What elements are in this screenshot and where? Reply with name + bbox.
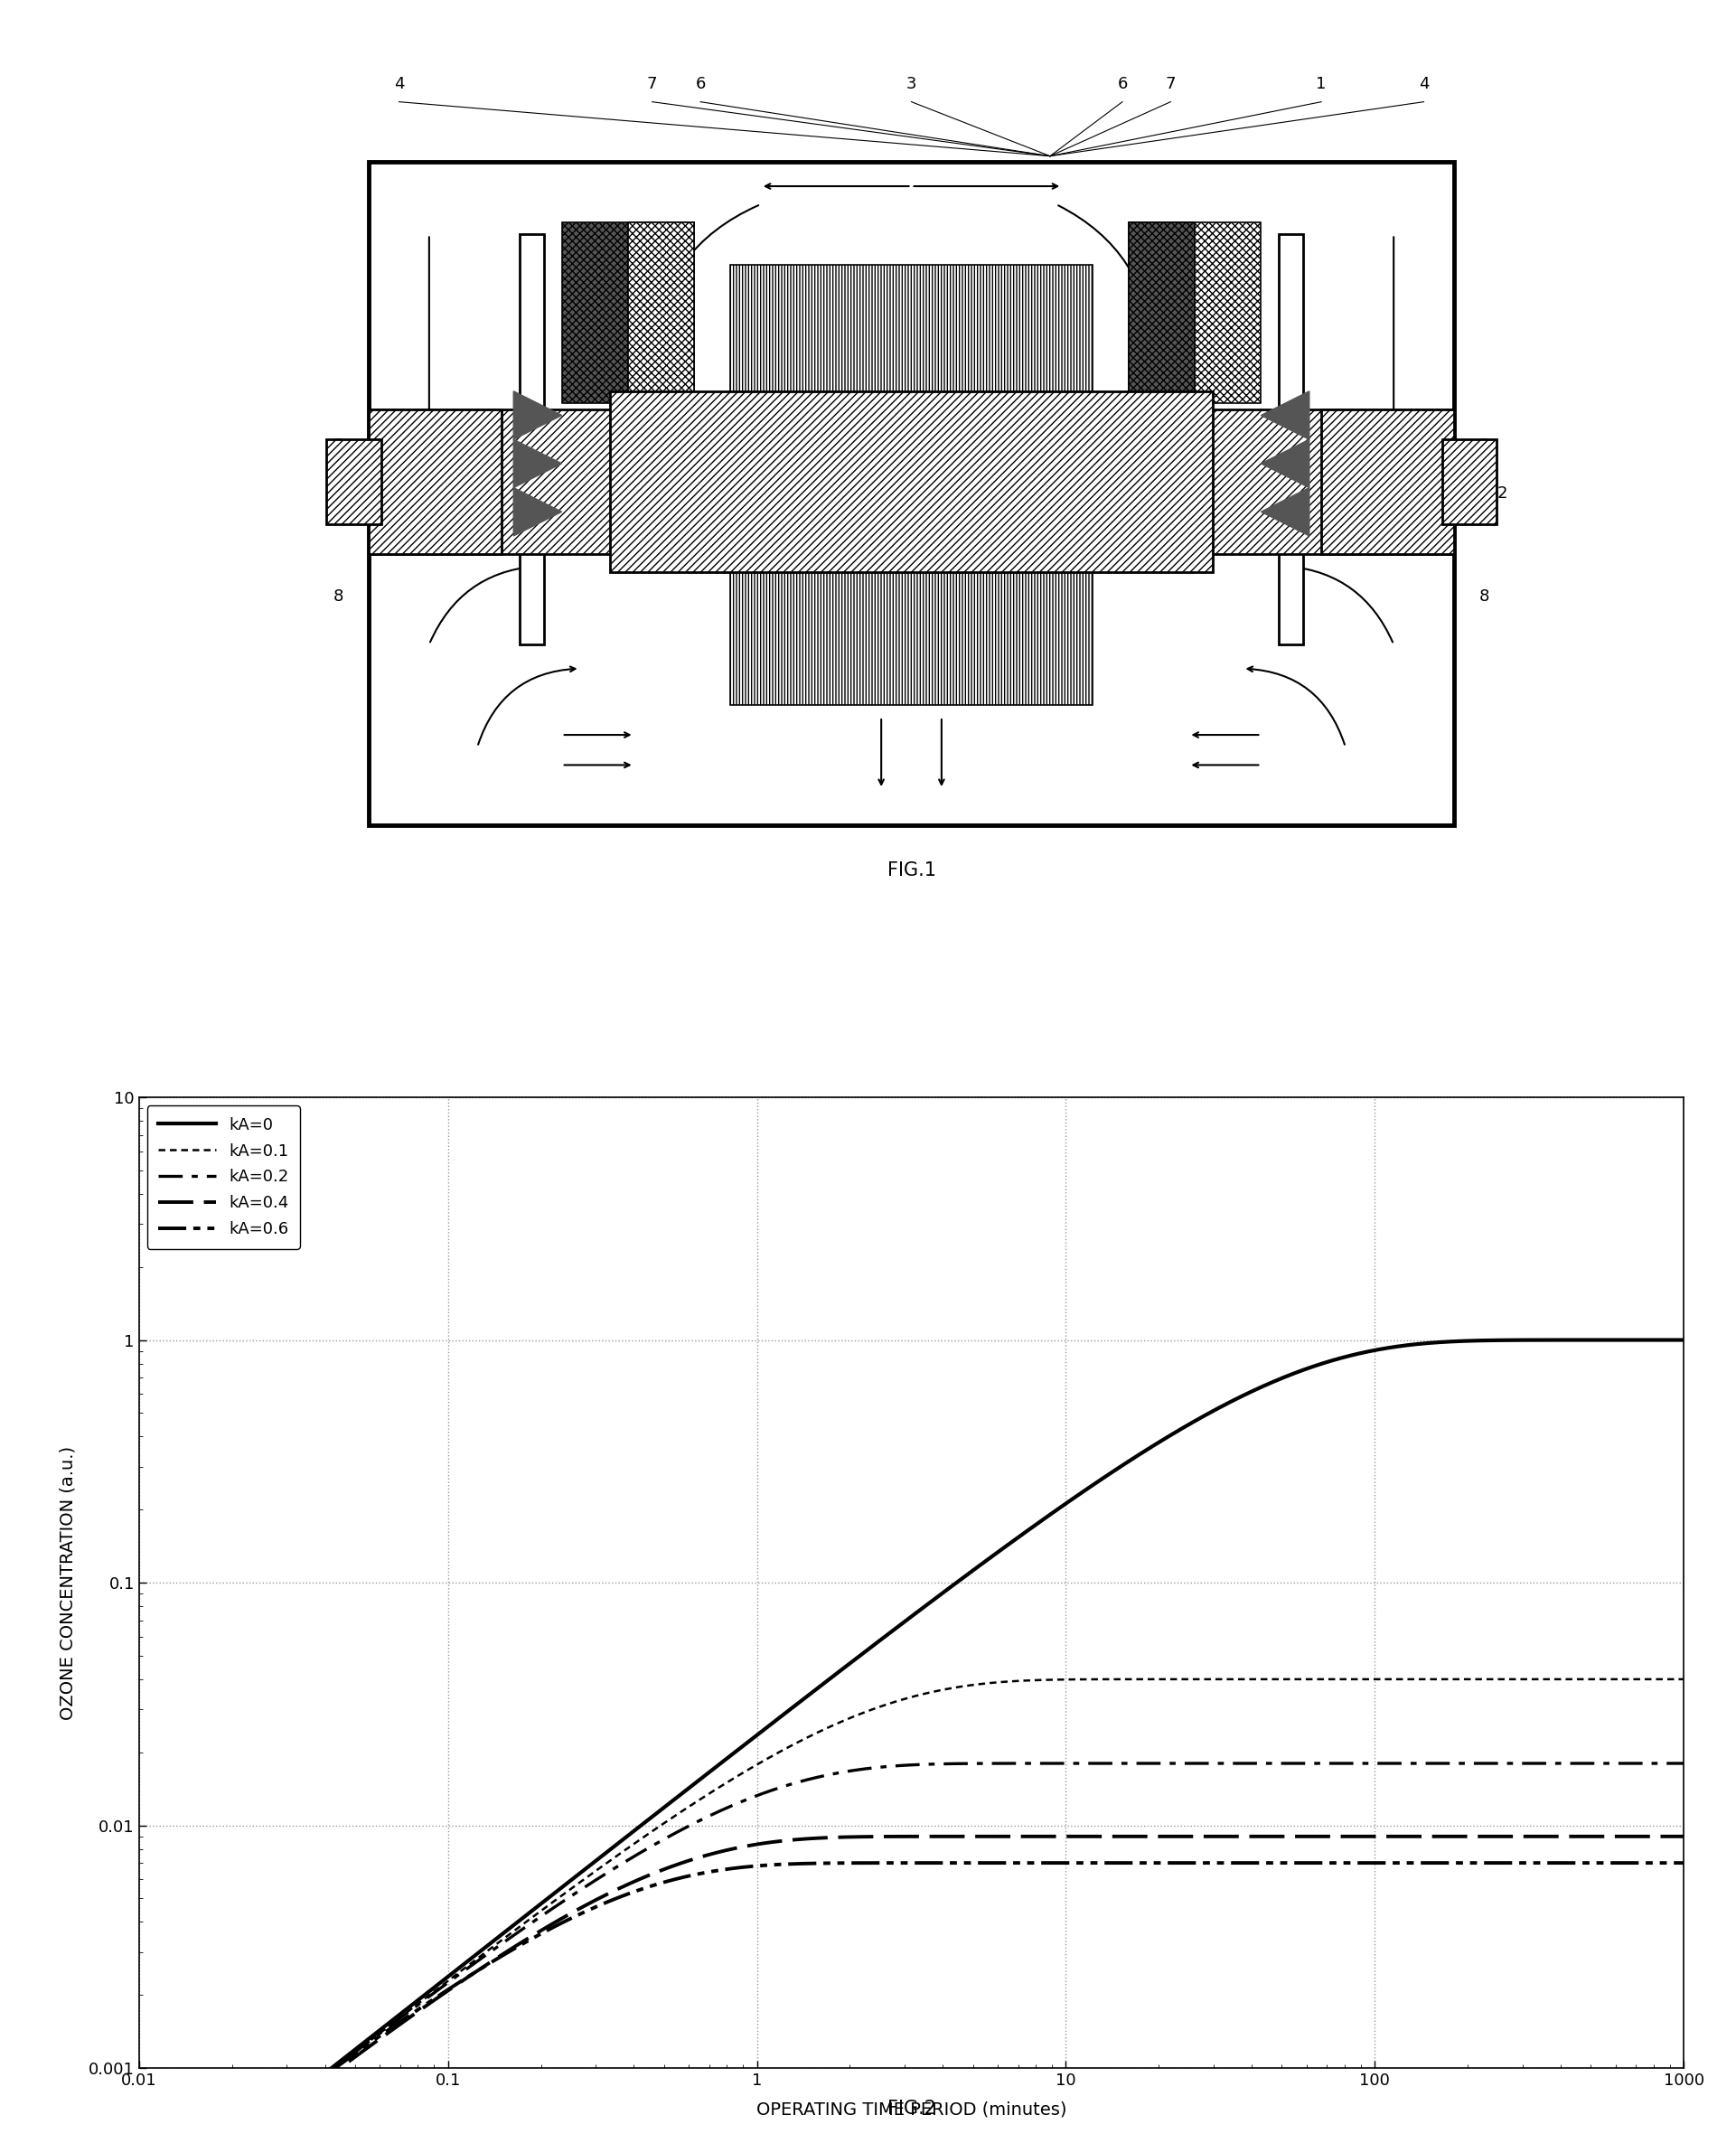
Bar xyxy=(519,234,543,645)
kA=0.4 xyxy=(304,2074,325,2100)
Bar xyxy=(326,439,380,523)
Text: 7: 7 xyxy=(1165,75,1175,92)
kA=0.6 xyxy=(1674,1849,1694,1875)
kA=0.4 xyxy=(1674,1824,1694,1849)
Polygon shape xyxy=(1260,439,1309,489)
Bar xyxy=(1279,234,1304,645)
Text: FIG.1: FIG.1 xyxy=(887,861,936,879)
Legend: kA=0, kA=0.1, kA=0.2, kA=0.4, kA=0.6: kA=0, kA=0.1, kA=0.2, kA=0.4, kA=0.6 xyxy=(148,1106,300,1249)
Bar xyxy=(1443,439,1496,523)
kA=0.4 xyxy=(788,1826,809,1852)
Line: kA=0.2: kA=0.2 xyxy=(139,1764,1684,2143)
Bar xyxy=(1128,223,1194,403)
kA=0.6 xyxy=(720,1856,741,1882)
kA=0.1 xyxy=(788,1729,809,1755)
Bar xyxy=(731,264,1092,433)
kA=0.4 xyxy=(1102,1824,1123,1849)
kA=0 xyxy=(396,1995,417,2021)
Bar xyxy=(368,409,1455,555)
kA=0.1 xyxy=(1304,1667,1325,1693)
kA=0.2 xyxy=(304,2070,325,2096)
Text: 8: 8 xyxy=(1479,587,1489,604)
Text: 4: 4 xyxy=(1418,75,1429,92)
kA=0 xyxy=(1642,1327,1663,1352)
Text: 5: 5 xyxy=(1479,437,1489,454)
kA=0.1 xyxy=(1674,1667,1694,1693)
Text: 1: 1 xyxy=(1316,75,1326,92)
Text: 6: 6 xyxy=(696,75,705,92)
Polygon shape xyxy=(1260,392,1309,439)
kA=0.4 xyxy=(720,1837,741,1862)
kA=0.1 xyxy=(396,1999,417,2025)
kA=0.2 xyxy=(1477,1751,1498,1777)
kA=0.2 xyxy=(396,1999,417,2025)
Bar xyxy=(609,392,1213,572)
kA=0.2 xyxy=(720,1794,741,1819)
kA=0.2 xyxy=(1674,1751,1694,1777)
kA=0 xyxy=(788,1691,809,1717)
Line: kA=0.6: kA=0.6 xyxy=(139,1862,1684,2143)
Bar xyxy=(368,163,1455,825)
Text: FIG.2: FIG.2 xyxy=(887,2100,936,2117)
kA=0 xyxy=(1477,1327,1498,1352)
kA=0.6 xyxy=(304,2070,325,2096)
Bar xyxy=(731,536,1092,705)
kA=0.6 xyxy=(1644,1849,1665,1875)
Bar xyxy=(562,223,694,403)
Text: 8: 8 xyxy=(333,587,344,604)
kA=0.1 xyxy=(1644,1667,1665,1693)
kA=0.2 xyxy=(1644,1751,1665,1777)
Polygon shape xyxy=(514,439,562,489)
Bar xyxy=(1321,409,1455,555)
Text: 2: 2 xyxy=(1496,486,1507,501)
kA=0.1 xyxy=(1477,1667,1498,1693)
Polygon shape xyxy=(514,489,562,536)
Bar xyxy=(368,409,502,555)
Polygon shape xyxy=(1260,489,1309,536)
kA=0.1 xyxy=(720,1768,741,1794)
kA=0 xyxy=(1674,1327,1694,1352)
kA=0.4 xyxy=(1477,1824,1498,1849)
Line: kA=0: kA=0 xyxy=(139,1339,1684,2143)
kA=0.4 xyxy=(396,2006,417,2032)
Polygon shape xyxy=(514,392,562,439)
Bar xyxy=(1128,223,1260,403)
Line: kA=0.4: kA=0.4 xyxy=(139,1837,1684,2143)
kA=0.6 xyxy=(1062,1849,1083,1875)
Y-axis label: OZONE CONCENTRATION (a.u.): OZONE CONCENTRATION (a.u.) xyxy=(59,1447,76,1719)
kA=0 xyxy=(304,2068,325,2094)
kA=0.4 xyxy=(1644,1824,1665,1849)
kA=0.2 xyxy=(1194,1751,1215,1777)
kA=0.6 xyxy=(788,1852,809,1877)
kA=0.2 xyxy=(788,1770,809,1796)
Text: 5: 5 xyxy=(333,437,344,454)
Line: kA=0.1: kA=0.1 xyxy=(139,1680,1684,2143)
kA=0.6 xyxy=(1477,1849,1498,1875)
Text: 7: 7 xyxy=(648,75,658,92)
kA=0.1 xyxy=(304,2070,325,2096)
kA=0 xyxy=(720,1742,741,1768)
Bar xyxy=(628,223,694,403)
kA=0.6 xyxy=(396,2004,417,2029)
X-axis label: OPERATING TIME PERIOD (minutes): OPERATING TIME PERIOD (minutes) xyxy=(757,2100,1066,2119)
Text: 3: 3 xyxy=(906,75,917,92)
Text: 4: 4 xyxy=(394,75,404,92)
Text: 6: 6 xyxy=(1118,75,1127,92)
